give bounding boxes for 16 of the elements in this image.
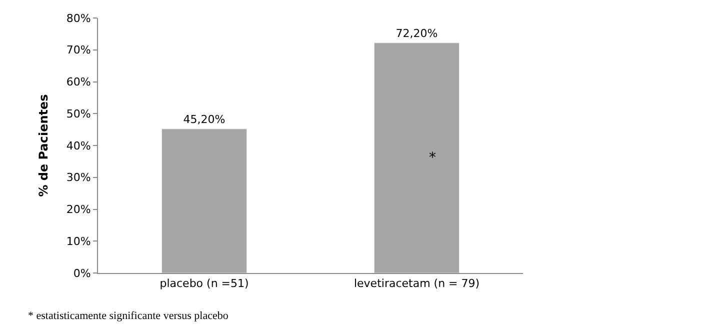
y-axis-title: % de Pacientes [36,94,51,197]
annotation: * [429,150,436,166]
y-tick-label: 70% [66,44,91,57]
y-tick-label: 30% [66,171,91,184]
y-tick-label: 80% [66,12,91,25]
text: * estatisticamente significante versus placebo [28,310,229,322]
y-tick-label: 0% [73,266,91,280]
x-tick-label: placebo (n =51) [160,277,249,290]
x-tick-label: levetiracetam (n = 79) [354,277,480,290]
y-tick-label: 60% [66,76,91,89]
y-tick-label: 20% [66,203,91,216]
y-tick-label: 10% [66,234,91,248]
data-label: 72,20% [396,26,438,40]
data-label: 45,20% [183,112,226,126]
y-tick-label: 40% [66,139,91,152]
y-tick-label: 50% [66,107,91,120]
